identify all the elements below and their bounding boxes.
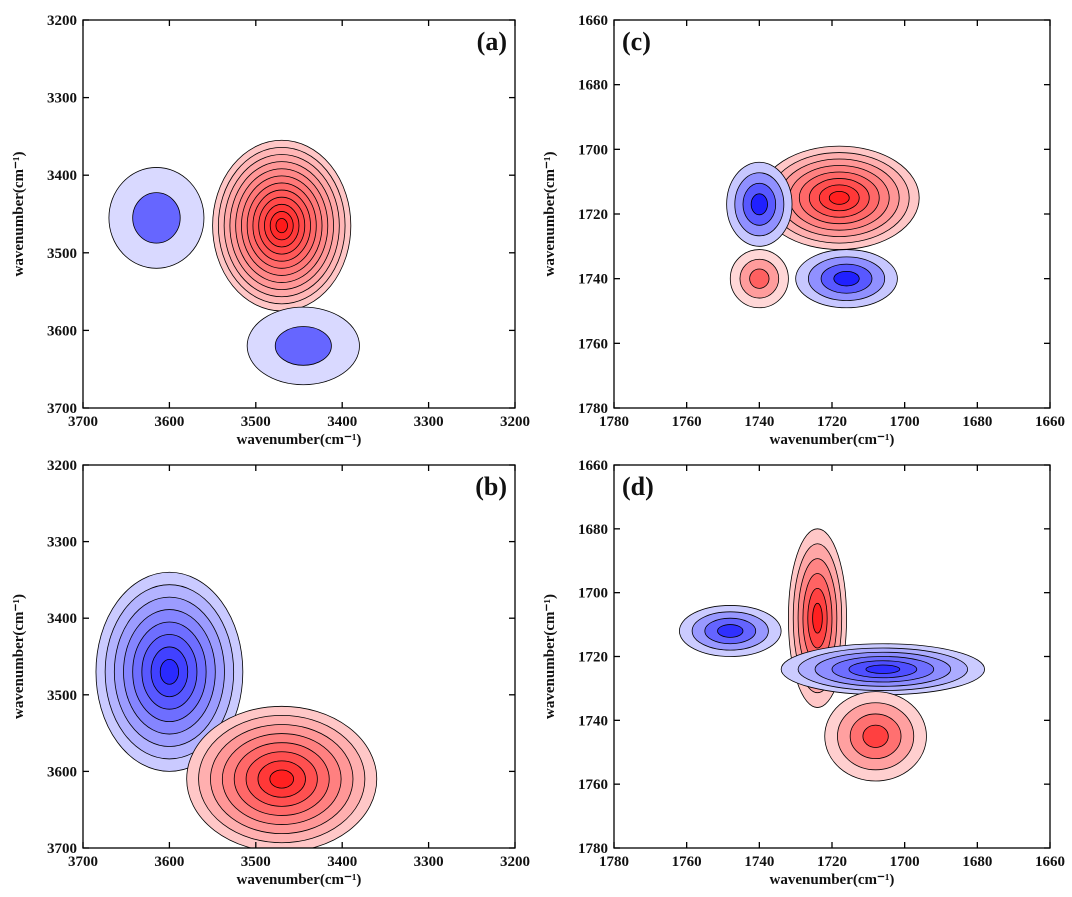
- y-tick-label: 1780: [578, 841, 608, 857]
- plot-area: [95, 571, 378, 848]
- contour-level: [159, 658, 179, 685]
- x-tick-label: 3500: [241, 854, 271, 870]
- contour-level: [274, 326, 332, 366]
- contour-level: [275, 218, 288, 234]
- y-tick-label: 1740: [578, 272, 608, 288]
- y-tick-label: 3300: [47, 91, 77, 107]
- contour-level: [812, 602, 823, 634]
- y-tick-label: 1720: [578, 207, 608, 223]
- x-tick-label: 3500: [241, 414, 271, 430]
- y-axis-label: wavenumber(cm⁻¹): [542, 594, 558, 719]
- contour-level: [749, 268, 770, 289]
- y-tick-label: 3500: [47, 246, 77, 262]
- y-axis-label: wavenumber(cm⁻¹): [542, 152, 558, 277]
- y-tick-label: 1680: [578, 522, 608, 538]
- y-tick-label: 1700: [578, 586, 608, 602]
- y-tick-label: 3700: [47, 841, 77, 857]
- y-axis-label: wavenumber(cm⁻¹): [11, 594, 27, 719]
- x-tick-label: 1680: [962, 414, 992, 430]
- plot-area: [726, 145, 920, 309]
- y-tick-label: 3200: [47, 13, 77, 29]
- panel-label: (a): [477, 27, 507, 56]
- x-axis-label: wavenumber(cm⁻¹): [770, 432, 895, 448]
- y-tick-label: 3400: [47, 611, 77, 627]
- y-tick-label: 1700: [578, 142, 608, 158]
- y-axis-label: wavenumber(cm⁻¹): [11, 152, 27, 277]
- panel-label: (c): [622, 27, 651, 56]
- x-tick-label: 1660: [1035, 414, 1065, 430]
- x-tick-label: 3600: [154, 854, 184, 870]
- plot-area: [679, 528, 985, 782]
- y-tick-label: 1720: [578, 650, 608, 666]
- y-tick-label: 3600: [47, 323, 77, 339]
- x-tick-label: 1700: [890, 854, 920, 870]
- x-tick-label: 1760: [672, 414, 702, 430]
- y-tick-label: 1760: [578, 777, 608, 793]
- panel-label: (d): [622, 472, 654, 501]
- x-tick-label: 1740: [744, 414, 774, 430]
- y-tick-label: 1660: [578, 13, 608, 29]
- x-tick-label: 1680: [962, 854, 992, 870]
- x-tick-label: 3700: [68, 414, 98, 430]
- y-tick-label: 1780: [578, 401, 608, 417]
- x-tick-label: 1760: [672, 854, 702, 870]
- x-axis-label: wavenumber(cm⁻¹): [237, 432, 362, 448]
- y-tick-label: 1660: [578, 458, 608, 474]
- x-tick-label: 1780: [599, 854, 629, 870]
- contour-level: [132, 192, 181, 244]
- plot-frame: [82, 19, 516, 409]
- x-tick-label: 1740: [744, 854, 774, 870]
- y-tick-label: 3500: [47, 688, 77, 704]
- x-tick-label: 1780: [599, 414, 629, 430]
- x-axis-label: wavenumber(cm⁻¹): [770, 872, 895, 888]
- x-tick-label: 3600: [154, 414, 184, 430]
- contour-level: [717, 624, 744, 638]
- contour-level: [862, 724, 889, 748]
- contour-level: [865, 664, 901, 674]
- x-tick-label: 3200: [500, 414, 530, 430]
- y-tick-label: 3700: [47, 401, 77, 417]
- x-tick-label: 1720: [817, 414, 847, 430]
- x-axis-label: wavenumber(cm⁻¹): [237, 872, 362, 888]
- y-tick-label: 3400: [47, 168, 77, 184]
- x-tick-label: 3400: [327, 854, 357, 870]
- x-tick-label: 3700: [68, 854, 98, 870]
- contour-level: [833, 270, 860, 287]
- x-tick-label: 3400: [327, 414, 357, 430]
- x-tick-label: 3200: [500, 854, 530, 870]
- x-tick-label: 1660: [1035, 854, 1065, 870]
- y-tick-label: 3300: [47, 535, 77, 551]
- y-tick-label: 3200: [47, 458, 77, 474]
- x-tick-label: 3300: [414, 414, 444, 430]
- x-tick-label: 3300: [414, 854, 444, 870]
- x-tick-label: 1720: [817, 854, 847, 870]
- y-tick-label: 3600: [47, 764, 77, 780]
- y-tick-label: 1760: [578, 336, 608, 352]
- panel-label: (b): [475, 472, 507, 501]
- contour-level: [269, 769, 294, 789]
- y-tick-label: 1740: [578, 713, 608, 729]
- contour-level: [750, 193, 768, 216]
- contour-level: [828, 190, 850, 205]
- plot-frame: [82, 464, 516, 849]
- y-tick-label: 1680: [578, 78, 608, 94]
- x-tick-label: 1700: [890, 414, 920, 430]
- plot-area: [108, 139, 360, 386]
